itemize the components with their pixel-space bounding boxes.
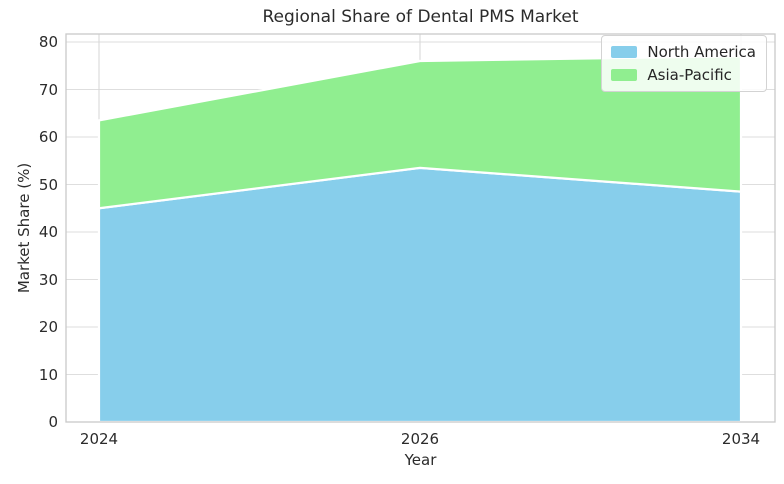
legend-item-north-america: North America: [611, 42, 756, 62]
legend: North America Asia-Pacific: [601, 35, 767, 92]
chart-title: Regional Share of Dental PMS Market: [262, 7, 579, 27]
x-axis-label: Year: [404, 451, 437, 469]
y-tick-label: 50: [38, 175, 58, 194]
y-tick-label: 40: [38, 223, 58, 241]
legend-swatch-north-america: [611, 46, 638, 58]
legend-label-asia-pacific: Asia-Pacific: [647, 66, 732, 84]
legend-swatch-asia-pacific: [611, 69, 638, 81]
x-tick-label: 2034: [721, 430, 761, 448]
y-tick-label: 80: [38, 33, 58, 51]
x-tick-label: 2026: [400, 430, 440, 448]
y-tick-label: 70: [38, 80, 58, 99]
y-tick-label: 0: [48, 413, 58, 431]
x-tick-label: 2024: [79, 430, 119, 448]
legend-label-north-america: North America: [647, 43, 756, 61]
legend-item-asia-pacific: Asia-Pacific: [611, 65, 756, 85]
y-tick-label: 30: [38, 270, 58, 289]
y-tick-label: 10: [38, 365, 58, 384]
y-tick-label: 60: [38, 128, 58, 146]
y-tick-label: 20: [38, 318, 58, 336]
